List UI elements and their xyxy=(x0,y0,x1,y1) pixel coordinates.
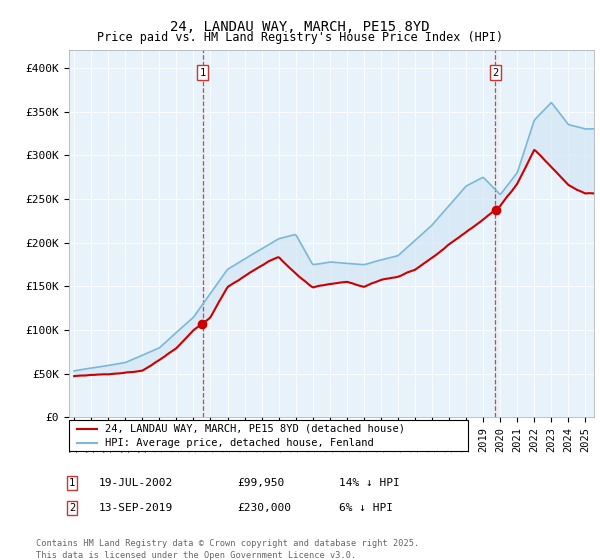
FancyBboxPatch shape xyxy=(69,420,468,451)
Text: HPI: Average price, detached house, Fenland: HPI: Average price, detached house, Fenl… xyxy=(105,438,374,448)
Text: 13-SEP-2019: 13-SEP-2019 xyxy=(99,503,173,513)
Text: £230,000: £230,000 xyxy=(237,503,291,513)
Text: 24, LANDAU WAY, MARCH, PE15 8YD (detached house): 24, LANDAU WAY, MARCH, PE15 8YD (detache… xyxy=(105,423,405,433)
Text: Price paid vs. HM Land Registry's House Price Index (HPI): Price paid vs. HM Land Registry's House … xyxy=(97,31,503,44)
Text: 14% ↓ HPI: 14% ↓ HPI xyxy=(339,478,400,488)
Text: Contains HM Land Registry data © Crown copyright and database right 2025.
This d: Contains HM Land Registry data © Crown c… xyxy=(36,539,419,560)
Text: 24, LANDAU WAY, MARCH, PE15 8YD: 24, LANDAU WAY, MARCH, PE15 8YD xyxy=(170,20,430,34)
Text: 1: 1 xyxy=(69,478,75,488)
Text: 1: 1 xyxy=(200,68,206,78)
Text: 2: 2 xyxy=(492,68,499,78)
Text: 6% ↓ HPI: 6% ↓ HPI xyxy=(339,503,393,513)
Text: £99,950: £99,950 xyxy=(237,478,284,488)
Text: 2: 2 xyxy=(69,503,75,513)
Text: 19-JUL-2002: 19-JUL-2002 xyxy=(99,478,173,488)
